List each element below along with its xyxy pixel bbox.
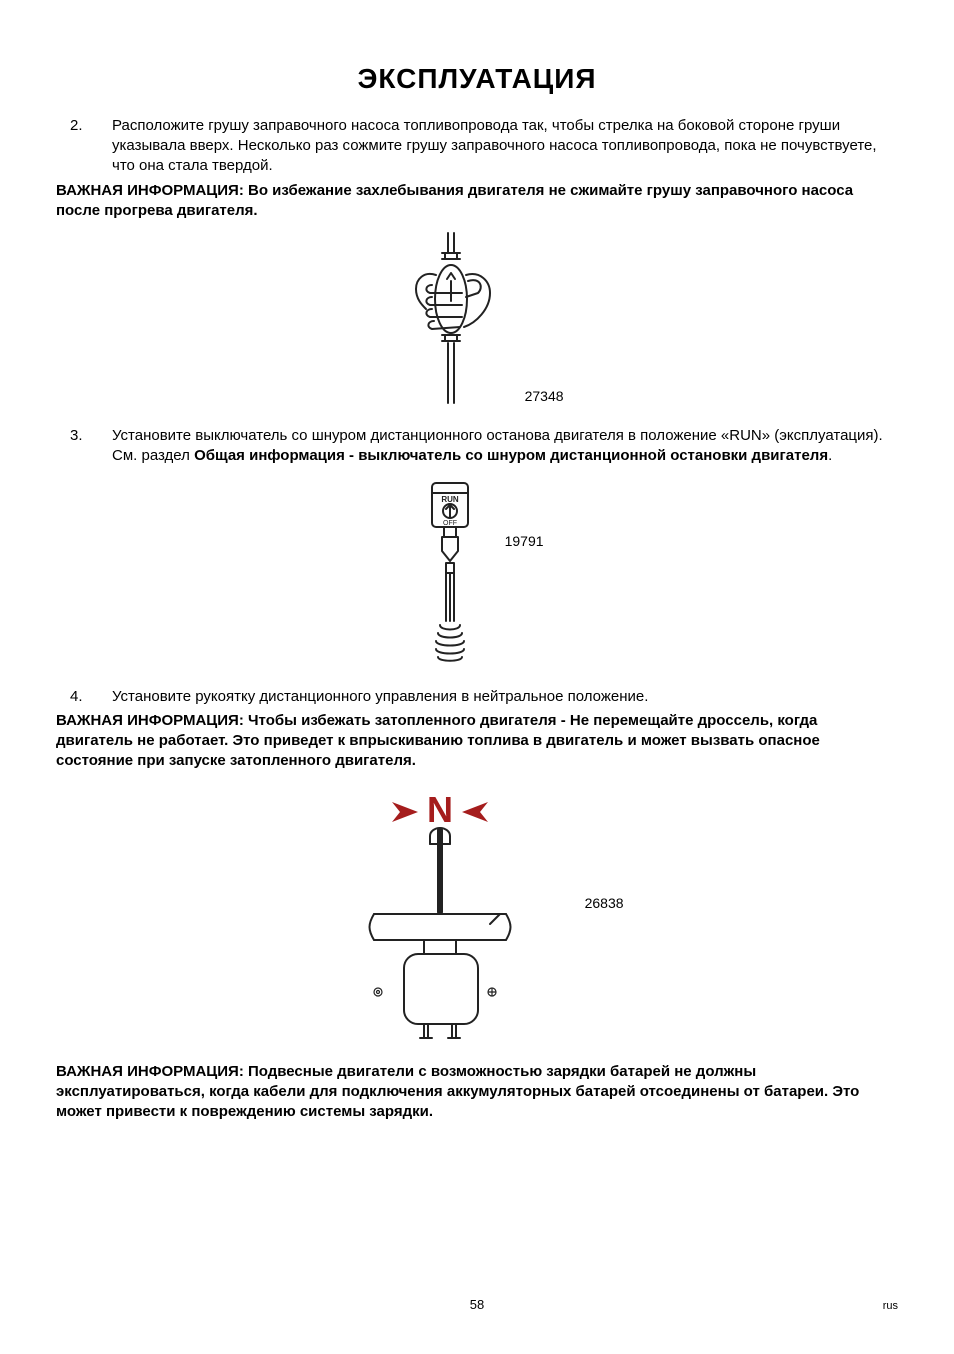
important-label: ВАЖНАЯ ИНФОРМАЦИЯ:	[56, 712, 248, 729]
page-title: ЭКСПЛУАТАЦИЯ	[56, 60, 898, 98]
figure-caption: 26838	[585, 894, 624, 913]
lang-code: rus	[883, 1299, 898, 1314]
step-4: 4. Установите рукоятку дистанционного уп…	[56, 687, 898, 707]
step-number: 4.	[56, 687, 112, 707]
figure-remote-neutral: N	[56, 782, 898, 1042]
important-note-2: ВАЖНАЯ ИНФОРМАЦИЯ: Чтобы избежать затопл…	[56, 711, 898, 772]
step-2: 2. Расположите грушу заправочного насоса…	[56, 116, 898, 177]
important-note-3: ВАЖНАЯ ИНФОРМАЦИЯ: Подвесные двигатели с…	[56, 1062, 898, 1123]
step-text-ref: Общая информация - выключатель со шнуром…	[194, 447, 828, 464]
step-text: Установите выключатель со шнуром дистанц…	[112, 426, 898, 467]
svg-text:OFF: OFF	[443, 520, 457, 527]
figure-caption: 19791	[505, 532, 544, 551]
page-number: 58	[0, 1296, 954, 1314]
step-number: 3.	[56, 426, 112, 446]
figure-caption: 27348	[525, 387, 564, 406]
step-text: Расположите грушу заправочного насоса то…	[112, 116, 898, 177]
step-3: 3. Установите выключатель со шнуром дист…	[56, 426, 898, 467]
step-number: 2.	[56, 116, 112, 136]
important-note-1: ВАЖНАЯ ИНФОРМАЦИЯ: Во избежание захлебыв…	[56, 181, 898, 222]
step-text-part: .	[828, 447, 832, 464]
important-label: ВАЖНАЯ ИНФОРМАЦИЯ:	[56, 182, 248, 199]
svg-text:RUN: RUN	[442, 495, 460, 504]
svg-text:N: N	[427, 789, 453, 830]
figure-primer-bulb: 27348	[56, 231, 898, 406]
figure-stop-switch: RUN OFF 19791	[56, 477, 898, 667]
important-label: ВАЖНАЯ ИНФОРМАЦИЯ:	[56, 1063, 248, 1080]
step-text: Установите рукоятку дистанционного управ…	[112, 687, 898, 707]
